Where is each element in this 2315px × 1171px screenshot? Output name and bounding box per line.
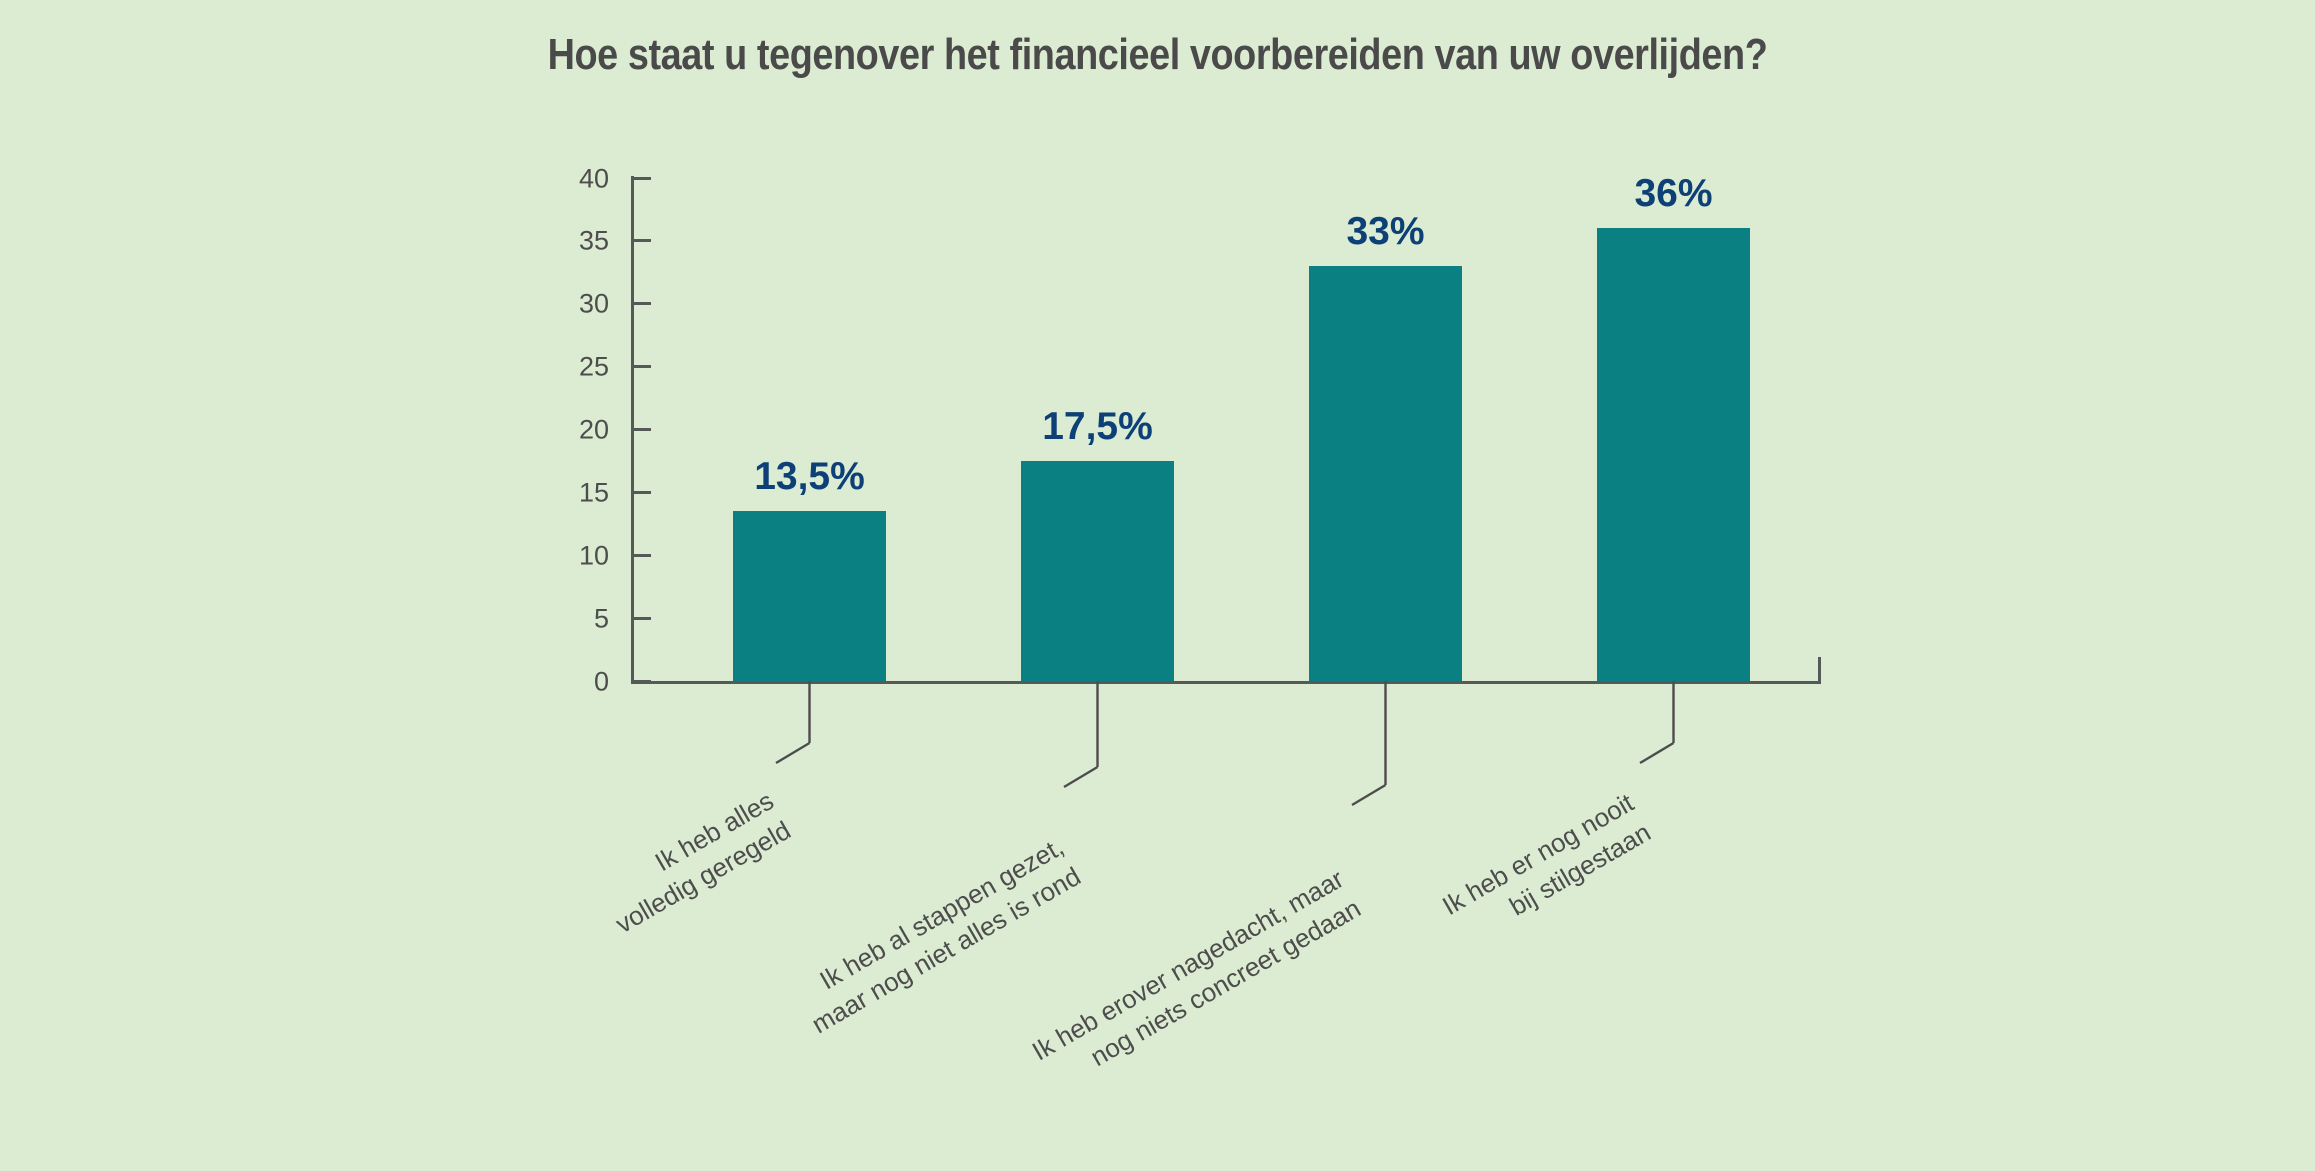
bar-value-label-2: 33% — [1346, 210, 1425, 253]
bar-value-label-3: 36% — [1634, 172, 1713, 215]
bar-3[interactable]: 36% — [1597, 172, 1750, 681]
y-tick-25: 25 — [579, 351, 651, 381]
y-tick-label-40: 40 — [578, 163, 609, 193]
y-tick-10: 10 — [579, 540, 651, 570]
leader-line-2 — [1351, 681, 1387, 807]
y-tick-40: 40 — [579, 163, 651, 193]
plot-area: 40 35 30 25 20 15 10 5 0 13,5% 17, — [579, 163, 1821, 807]
category-label-0-line1: Ik heb alles — [649, 785, 779, 878]
y-tick-label-0: 0 — [593, 666, 609, 696]
y-tick-label-35: 35 — [578, 225, 609, 255]
bar-2[interactable]: 33% — [1309, 210, 1462, 681]
leader-line-1 — [1063, 681, 1099, 789]
y-tick-35: 35 — [579, 225, 651, 255]
leader-line-0 — [775, 681, 811, 765]
x-axis-line — [631, 681, 1821, 684]
leader-line-3 — [1639, 681, 1675, 765]
bar-0[interactable]: 13,5% — [733, 455, 886, 681]
y-tick-label-10: 10 — [578, 540, 609, 570]
y-tick-label-20: 20 — [578, 414, 609, 444]
y-tick-30: 30 — [579, 288, 651, 318]
y-tick-15: 15 — [579, 477, 651, 507]
y-tick-label-30: 30 — [578, 288, 609, 318]
y-tick-label-25: 25 — [578, 351, 609, 381]
bar-1[interactable]: 17,5% — [1021, 405, 1174, 681]
chart-canvas: Hoe staat u tegenover het financieel voo… — [547, 30, 1821, 1072]
x-axis-end-tick — [1818, 657, 1821, 684]
y-tick-label-5: 5 — [593, 603, 609, 633]
bar-value-label-1: 17,5% — [1042, 405, 1153, 448]
page-title: Hoe staat u tegenover het financieel voo… — [547, 30, 1768, 79]
y-tick-label-15: 15 — [578, 477, 609, 507]
y-tick-5: 5 — [594, 603, 651, 633]
y-tick-0: 0 — [594, 666, 651, 696]
bar-value-label-0: 13,5% — [754, 455, 865, 498]
y-tick-20: 20 — [579, 414, 651, 444]
